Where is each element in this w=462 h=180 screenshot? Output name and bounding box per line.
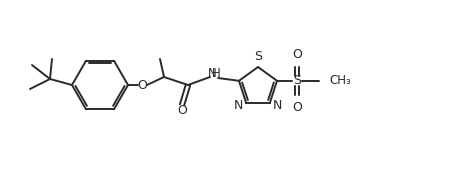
Text: N: N	[207, 66, 216, 80]
Text: O: O	[292, 48, 302, 61]
Text: N: N	[234, 99, 243, 112]
Text: O: O	[292, 101, 302, 114]
Text: O: O	[177, 103, 187, 116]
Text: CH₃: CH₃	[329, 74, 351, 87]
Text: S: S	[254, 50, 262, 63]
Text: S: S	[293, 74, 301, 87]
Text: O: O	[137, 78, 147, 91]
Text: N: N	[273, 99, 282, 112]
Text: H: H	[212, 66, 220, 80]
